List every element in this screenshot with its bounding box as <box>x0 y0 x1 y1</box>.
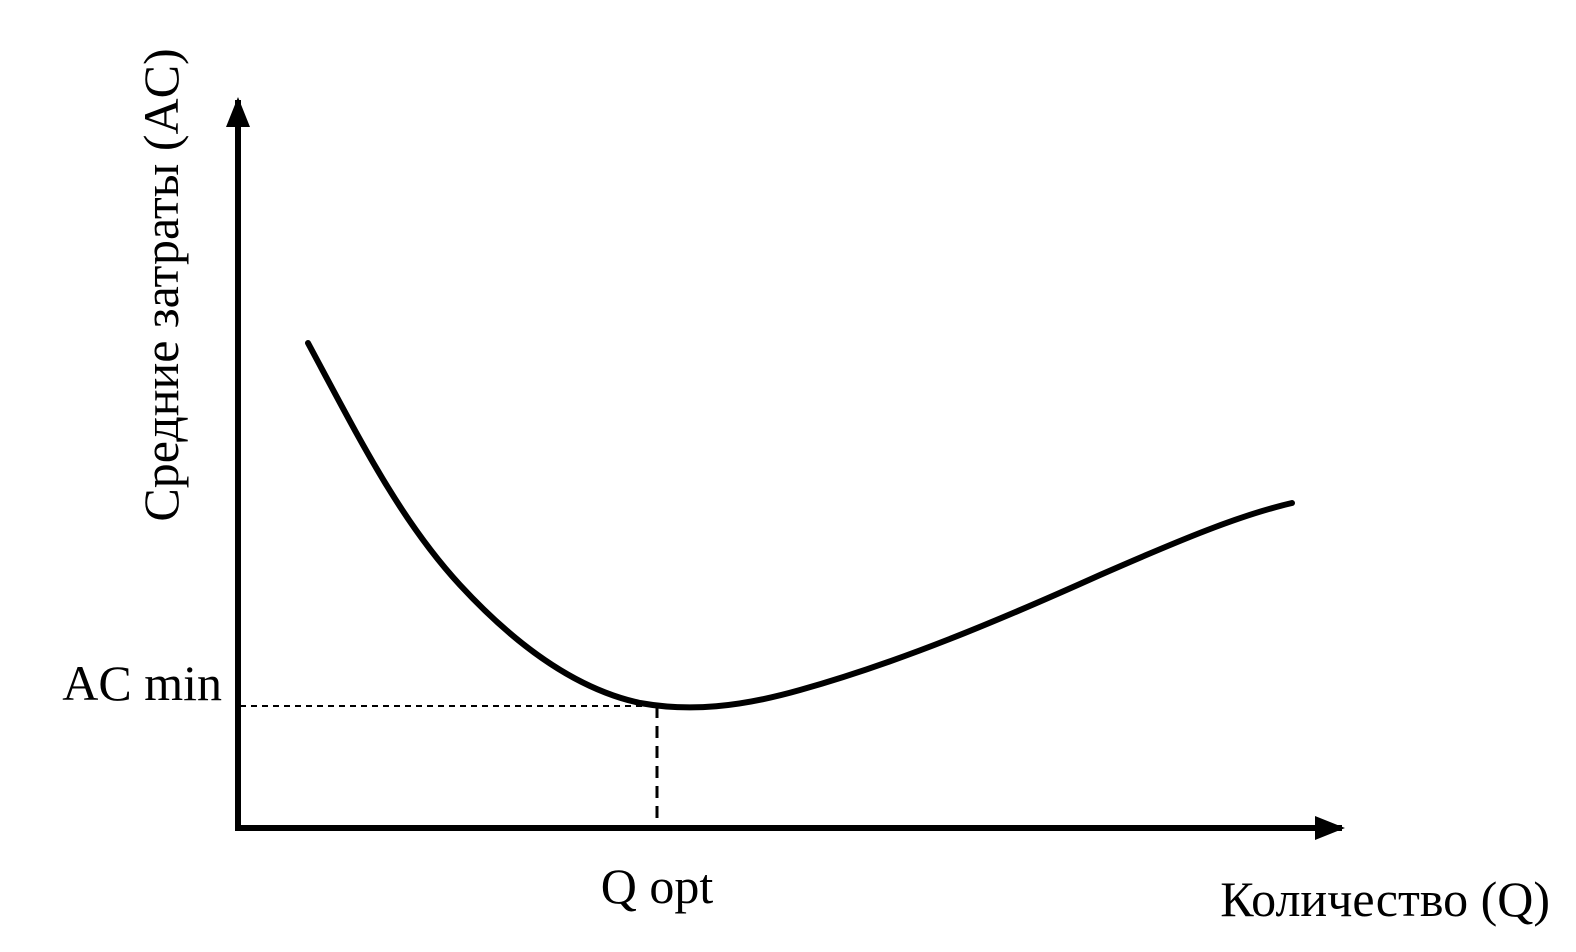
ac-curve <box>305 340 1295 711</box>
x-axis-label: Количество (Q) <box>1220 871 1550 927</box>
q-opt-label: Q opt <box>601 858 714 914</box>
y-axis-label: Средние затраты (AC) <box>133 48 189 521</box>
ac-min-label: AC min <box>62 655 222 711</box>
